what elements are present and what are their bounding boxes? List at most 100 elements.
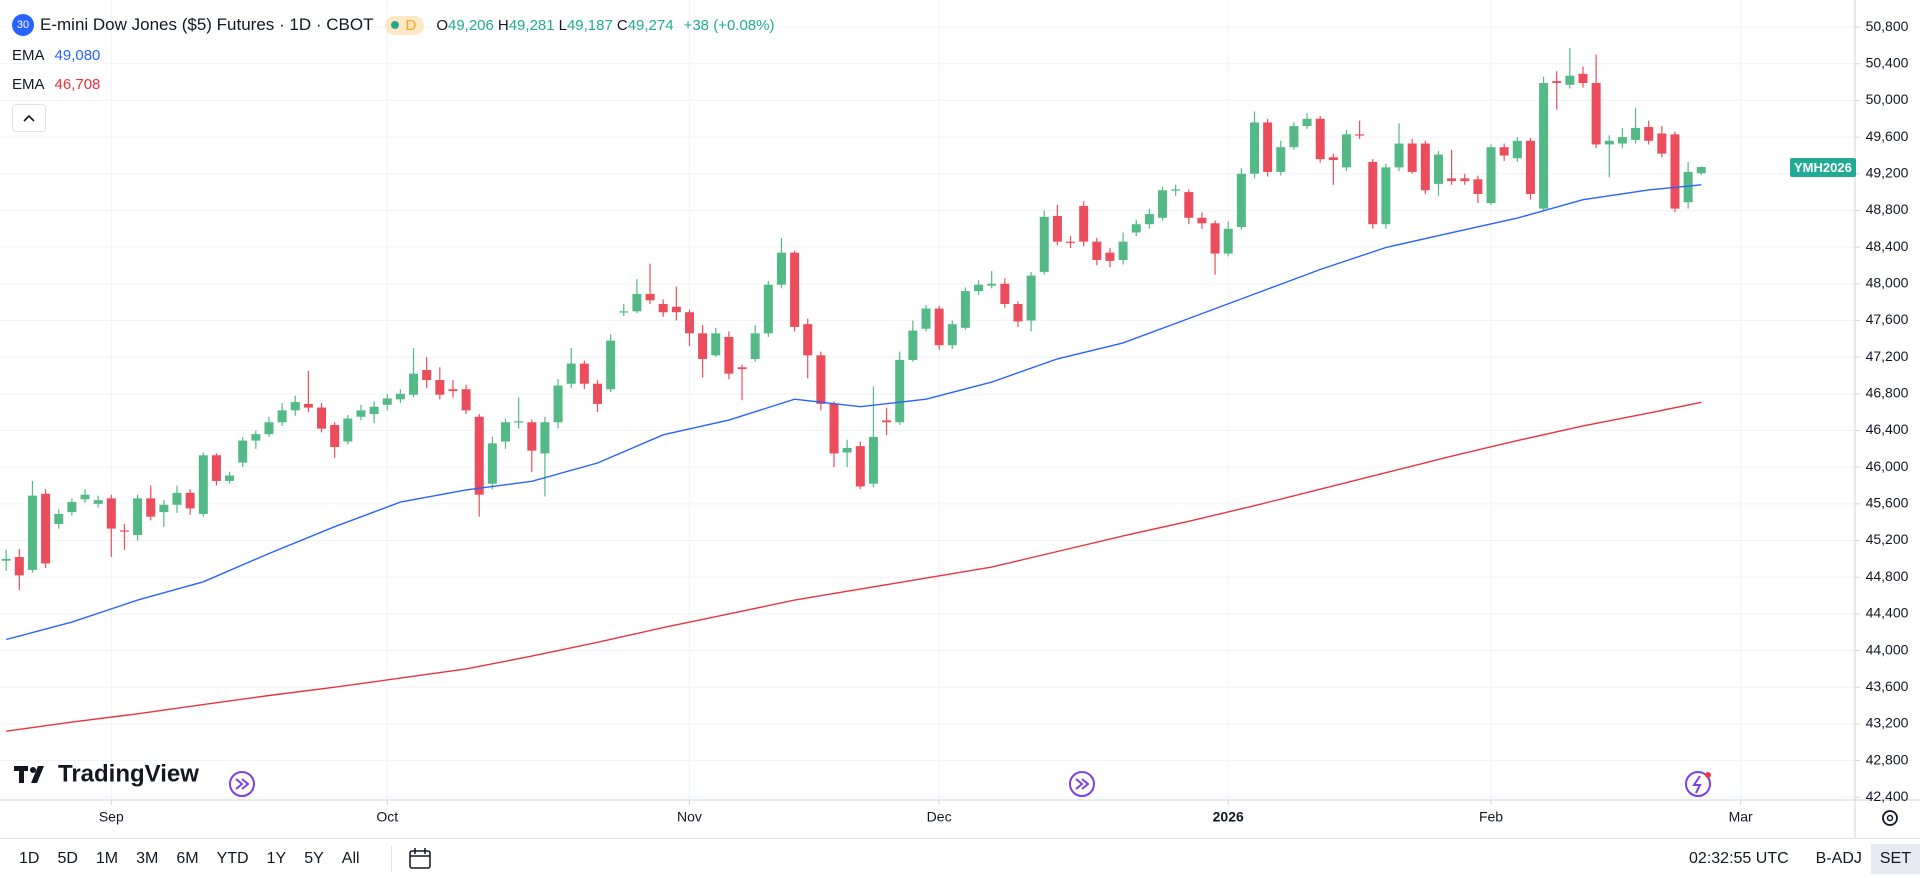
candle-body (724, 336, 734, 374)
x-tick-label: Feb (1479, 809, 1503, 825)
candle-body (1236, 173, 1246, 227)
x-tick-label: Sep (99, 809, 124, 825)
candle-body (711, 333, 721, 356)
candle-body (514, 421, 524, 423)
ohlc-legend: O 49,206 H 49,281 L 49,187 C 49,274 (436, 17, 677, 34)
candle-body (290, 402, 300, 411)
y-tick-label: 50,400 (1866, 54, 1909, 70)
range-button[interactable]: 6M (176, 850, 199, 867)
candle-body (330, 425, 340, 448)
candle-body (1, 558, 11, 561)
candle-body (14, 557, 24, 576)
candle-body (790, 252, 800, 327)
candle-body (356, 410, 366, 417)
y-tick-label: 48,400 (1866, 238, 1909, 254)
candle-body (27, 495, 37, 570)
range-button[interactable]: YTD (216, 850, 249, 867)
candle-body (159, 504, 169, 513)
candle-body (1486, 147, 1496, 204)
candle-body (645, 293, 655, 301)
candle-body (1499, 147, 1509, 156)
candle-body (527, 422, 537, 451)
legend-row[interactable]: EMA 49,080 (12, 47, 100, 64)
range-button[interactable]: 1D (19, 850, 40, 867)
clock[interactable]: 02:32:55 UTC (1689, 850, 1789, 867)
candle-body (1052, 215, 1062, 242)
candle-body (1578, 73, 1588, 84)
candle-body (1092, 241, 1102, 260)
candle-body (592, 383, 602, 404)
candle-body (829, 403, 839, 454)
range-button[interactable]: 3M (136, 850, 159, 867)
candle-body (369, 406, 379, 415)
chart: TradingView 42,400 42,800 43,200 43,600 44,0… (0, 0, 1920, 838)
candle-body (1525, 140, 1535, 194)
alert-icon[interactable] (1685, 771, 1711, 797)
range-button[interactable]: 1M (95, 850, 119, 867)
candle-body (921, 308, 931, 329)
candle-body (1210, 223, 1220, 254)
range-button[interactable]: All (341, 850, 360, 867)
y-tick-label: 42,800 (1866, 751, 1909, 767)
x-tick-label: Dec (927, 809, 952, 825)
collapse-button[interactable] (12, 104, 46, 132)
y-tick-label: 47,200 (1866, 348, 1909, 364)
ohlc-key: O (436, 16, 448, 34)
y-tick-label: 50,800 (1866, 18, 1909, 34)
ohlc-value: 49,187 (566, 16, 613, 34)
candle-body (1683, 171, 1693, 203)
candle-body (277, 410, 287, 423)
interval-badge[interactable]: D (385, 15, 425, 35)
candle-body (1447, 178, 1457, 182)
replay-icon[interactable] (1069, 771, 1095, 797)
candle-body (776, 252, 786, 285)
y-tick-label: 45,200 (1866, 531, 1909, 547)
candle-body (461, 389, 471, 411)
toolbar-button[interactable]: SET (1870, 844, 1920, 874)
candle-body (855, 446, 865, 487)
candle-body (1433, 154, 1443, 184)
y-tick-label: 43,600 (1866, 678, 1909, 694)
ohlc-key: C (616, 16, 628, 34)
candle-body (1420, 143, 1430, 191)
candle-body (1604, 140, 1614, 145)
candle-body (1355, 134, 1365, 136)
candle-body (1552, 81, 1562, 84)
ema-line (6, 401, 1702, 732)
toolbar-button[interactable]: B-ADJ (1815, 850, 1862, 867)
candle-body (1158, 190, 1168, 218)
y-tick-label: 50,000 (1866, 91, 1909, 107)
settings-icon[interactable] (1882, 810, 1898, 826)
candle-body (619, 311, 629, 313)
candle-body (698, 333, 708, 359)
symbol-title[interactable]: E-mini Dow Jones ($5) Futures · 1D · CBO… (40, 15, 374, 34)
candle-body (1197, 217, 1207, 224)
candle-body (146, 498, 156, 517)
range-button[interactable]: 5Y (304, 850, 324, 867)
legend-row[interactable]: EMA 46,708 (12, 76, 100, 93)
candle-body (987, 283, 997, 286)
x-tick-label: Oct (376, 809, 398, 825)
candle-body (1315, 118, 1325, 160)
candle-body (671, 306, 681, 313)
symbol-header: 30 E-mini Dow Jones ($5) Futures · 1D · … (12, 14, 778, 36)
y-tick-label: 46,000 (1866, 458, 1909, 474)
candle-body (960, 291, 970, 328)
candle-body (566, 363, 576, 384)
legend-value: 46,708 (54, 76, 101, 93)
candle-body (1670, 134, 1680, 209)
range-button[interactable]: 5D (57, 850, 78, 867)
candle-body (303, 403, 313, 408)
x-tick-label: 2026 (1213, 809, 1244, 825)
range-buttons: 1D 5D 1M 3M 6M YTD 1Y 5Y All (0, 850, 369, 868)
candle-body (1249, 122, 1259, 174)
candle-body (1263, 122, 1273, 172)
candle-body (1341, 134, 1351, 168)
range-button[interactable]: 1Y (266, 850, 287, 867)
candle-body (1644, 127, 1654, 141)
candle-body (908, 330, 918, 360)
calendar-icon[interactable] (406, 846, 436, 872)
replay-icon[interactable] (229, 771, 255, 797)
candle-body (1473, 179, 1483, 194)
